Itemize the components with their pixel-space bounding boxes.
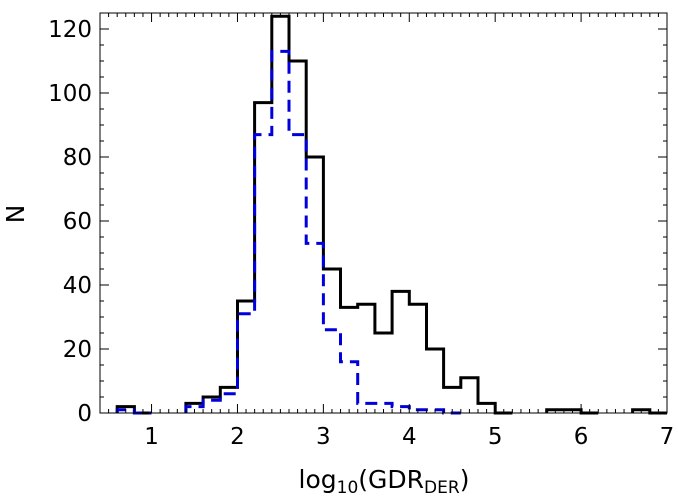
x-axis-label-sub-der: DER [424, 478, 460, 497]
x-tick-label: 5 [488, 424, 503, 450]
y-tick-label: 20 [63, 337, 92, 363]
y-tick-label: 80 [63, 145, 92, 171]
x-tick-label: 2 [230, 424, 245, 450]
series-layer [115, 14, 667, 415]
x-tick-label: 4 [402, 424, 417, 450]
x-tick-label: 1 [144, 424, 159, 450]
x-axis-label-open: (GDR [358, 465, 424, 494]
x-axis-label-log: log [299, 465, 337, 494]
x-axis-label-close: ) [460, 465, 470, 494]
y-tick-label: 0 [77, 401, 92, 427]
tick-layer [99, 12, 668, 414]
series-solid-line [115, 14, 667, 415]
x-tick-label: 3 [316, 424, 331, 450]
x-tick-label: 7 [660, 424, 675, 450]
y-tick-label: 40 [63, 273, 92, 299]
tick-label-layer: 1 2 3 4 5 6 7 0 20 40 60 80 100 120 [48, 17, 674, 450]
x-axis-label-sub-base: 10 [337, 478, 359, 497]
y-tick-label: 120 [48, 17, 92, 43]
y-tick-label: 60 [63, 209, 92, 235]
series-dashed-line [115, 49, 461, 415]
plot-frame [99, 12, 668, 414]
x-tick-label: 6 [574, 424, 589, 450]
y-axis-label: N [1, 205, 30, 224]
x-axis-label: log10(GDRDER) [299, 465, 470, 497]
y-tick-label: 100 [48, 81, 92, 107]
